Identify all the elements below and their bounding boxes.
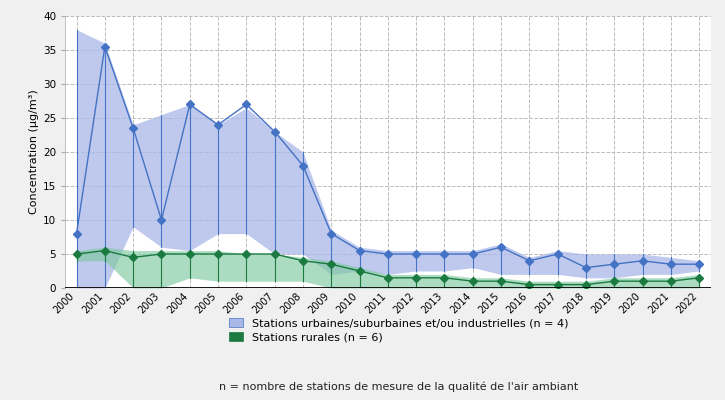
- Legend: Stations urbaines/suburbaines et/ou industrielles (n = 4), Stations rurales (n =: Stations urbaines/suburbaines et/ou indu…: [229, 318, 568, 342]
- Y-axis label: Concentration (µg/m³): Concentration (µg/m³): [29, 90, 39, 214]
- Text: n = nombre de stations de mesure de la qualité de l'air ambiant: n = nombre de stations de mesure de la q…: [219, 382, 579, 392]
